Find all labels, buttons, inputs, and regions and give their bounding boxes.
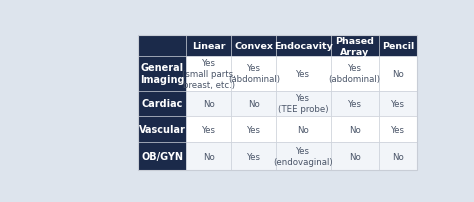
Bar	[186, 117, 231, 142]
Bar	[231, 117, 276, 142]
Text: OB/GYN: OB/GYN	[141, 151, 183, 161]
Bar	[138, 91, 186, 117]
Bar	[231, 57, 276, 91]
Bar	[138, 117, 186, 142]
Bar	[231, 142, 276, 170]
Text: Yes: Yes	[391, 125, 405, 134]
Text: General
Imaging: General Imaging	[140, 63, 184, 85]
Text: Yes: Yes	[347, 99, 362, 108]
Bar	[379, 91, 418, 117]
Text: Linear: Linear	[192, 42, 226, 51]
Text: No: No	[203, 152, 215, 161]
Text: Yes
(TEE probe): Yes (TEE probe)	[278, 94, 328, 114]
Bar	[330, 36, 379, 57]
Text: Pencil: Pencil	[382, 42, 414, 51]
Text: No: No	[392, 69, 404, 78]
Bar	[138, 57, 186, 91]
Text: Yes
(endovaginal): Yes (endovaginal)	[273, 146, 333, 166]
Bar	[138, 36, 186, 57]
Bar	[276, 57, 330, 91]
Bar	[276, 117, 330, 142]
Text: Yes: Yes	[247, 125, 261, 134]
Text: No: No	[392, 152, 404, 161]
Bar	[186, 57, 231, 91]
Bar	[231, 36, 276, 57]
Text: Yes: Yes	[296, 69, 310, 78]
Bar	[379, 57, 418, 91]
Bar	[330, 57, 379, 91]
Bar	[231, 91, 276, 117]
Bar	[276, 142, 330, 170]
Bar	[379, 36, 418, 57]
Text: No: No	[248, 99, 260, 108]
Bar	[330, 117, 379, 142]
Text: No: No	[203, 99, 215, 108]
Text: Endocavity: Endocavity	[274, 42, 333, 51]
Text: No: No	[298, 125, 310, 134]
Bar	[186, 91, 231, 117]
Bar	[330, 142, 379, 170]
Text: No: No	[349, 125, 360, 134]
Text: Convex: Convex	[234, 42, 273, 51]
Bar	[138, 142, 186, 170]
Bar	[276, 36, 330, 57]
Bar	[186, 36, 231, 57]
Text: Yes
(abdominal): Yes (abdominal)	[328, 64, 381, 84]
Text: Phased
Array: Phased Array	[335, 36, 374, 56]
Bar	[379, 142, 418, 170]
Bar	[186, 142, 231, 170]
Bar	[276, 91, 330, 117]
Text: Yes: Yes	[202, 125, 216, 134]
Text: Yes
(abdominal): Yes (abdominal)	[228, 64, 280, 84]
Text: Cardiac: Cardiac	[142, 99, 183, 109]
Text: Yes: Yes	[391, 99, 405, 108]
Bar	[138, 36, 418, 170]
Bar	[379, 117, 418, 142]
Text: Yes: Yes	[247, 152, 261, 161]
Bar	[330, 91, 379, 117]
Text: No: No	[349, 152, 360, 161]
Text: Yes
(small parts,
breast, etc.): Yes (small parts, breast, etc.)	[182, 58, 236, 89]
Text: Vascular: Vascular	[139, 124, 186, 134]
